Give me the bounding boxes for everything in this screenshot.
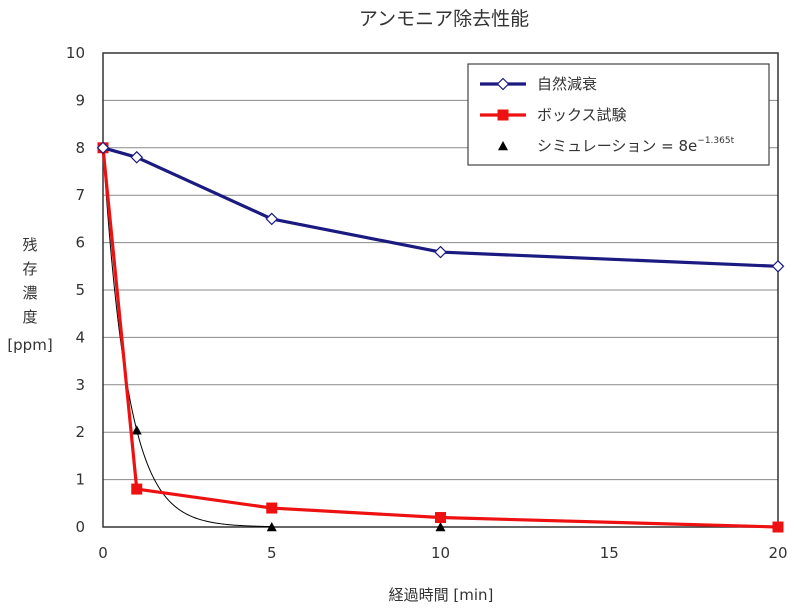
- series-0: [96, 141, 785, 273]
- x-tick-label: 20: [768, 544, 787, 562]
- data-point: [771, 259, 785, 273]
- x-tick-labels: 0 5 10 15 20: [98, 544, 787, 562]
- data-point: [265, 212, 279, 226]
- grid-lines: [103, 99, 778, 481]
- legend-entry-exponent: −1.365t: [697, 136, 734, 146]
- y-axis-label-unit: [ppm]: [7, 336, 52, 354]
- x-axis-label: 経過時間 [min]: [389, 586, 494, 604]
- y-tick-label: 2: [75, 423, 85, 441]
- data-point: [266, 522, 277, 532]
- series-layer: [96, 141, 785, 533]
- data-point: [96, 141, 110, 155]
- y-axis-label-char: 存: [22, 260, 37, 278]
- legend-entry-label: シミュレーション = 8e−1.365t: [537, 136, 735, 155]
- y-tick-label: 0: [75, 518, 85, 536]
- legend-entry-label: ボックス試験: [537, 106, 627, 124]
- y-tick-label: 8: [75, 139, 85, 157]
- data-point: [435, 522, 446, 532]
- data-point: [772, 521, 784, 533]
- y-tick-label: 1: [75, 471, 85, 489]
- data-point: [131, 425, 142, 435]
- series-2: [98, 142, 783, 532]
- chart-title: アンモニア除去性能: [359, 8, 529, 30]
- simulation-curve: [102, 147, 272, 528]
- data-point: [130, 150, 144, 164]
- y-tick-label: 10: [66, 44, 85, 62]
- x-tick-label: 15: [600, 544, 619, 562]
- y-tick-label: 6: [75, 234, 85, 252]
- legend-swatch-marker: [496, 77, 510, 91]
- data-point: [131, 483, 143, 495]
- y-axis-label-char: 残: [22, 236, 37, 254]
- x-tick-label: 5: [267, 544, 277, 562]
- legend-swatch-marker: [497, 109, 509, 121]
- y-tick-label: 5: [75, 281, 85, 299]
- data-point: [435, 512, 446, 524]
- x-tick-label: 10: [431, 544, 450, 562]
- y-tick-label: 7: [75, 186, 85, 204]
- legend-swatch-marker: [498, 141, 508, 151]
- legend-entry-label: 自然減衰: [537, 75, 597, 93]
- x-tick-label: 0: [98, 544, 108, 562]
- y-axis-label-char: 濃: [22, 284, 37, 302]
- y-tick-label: 3: [75, 376, 85, 394]
- y-tick-labels: 0 1 2 3 4 5 6 7 8 9 10: [66, 44, 85, 536]
- data-point: [434, 245, 447, 259]
- y-axis-label-char: 度: [22, 308, 37, 326]
- data-point: [266, 502, 278, 514]
- y-tick-label: 9: [75, 91, 85, 109]
- y-tick-label: 4: [75, 328, 85, 346]
